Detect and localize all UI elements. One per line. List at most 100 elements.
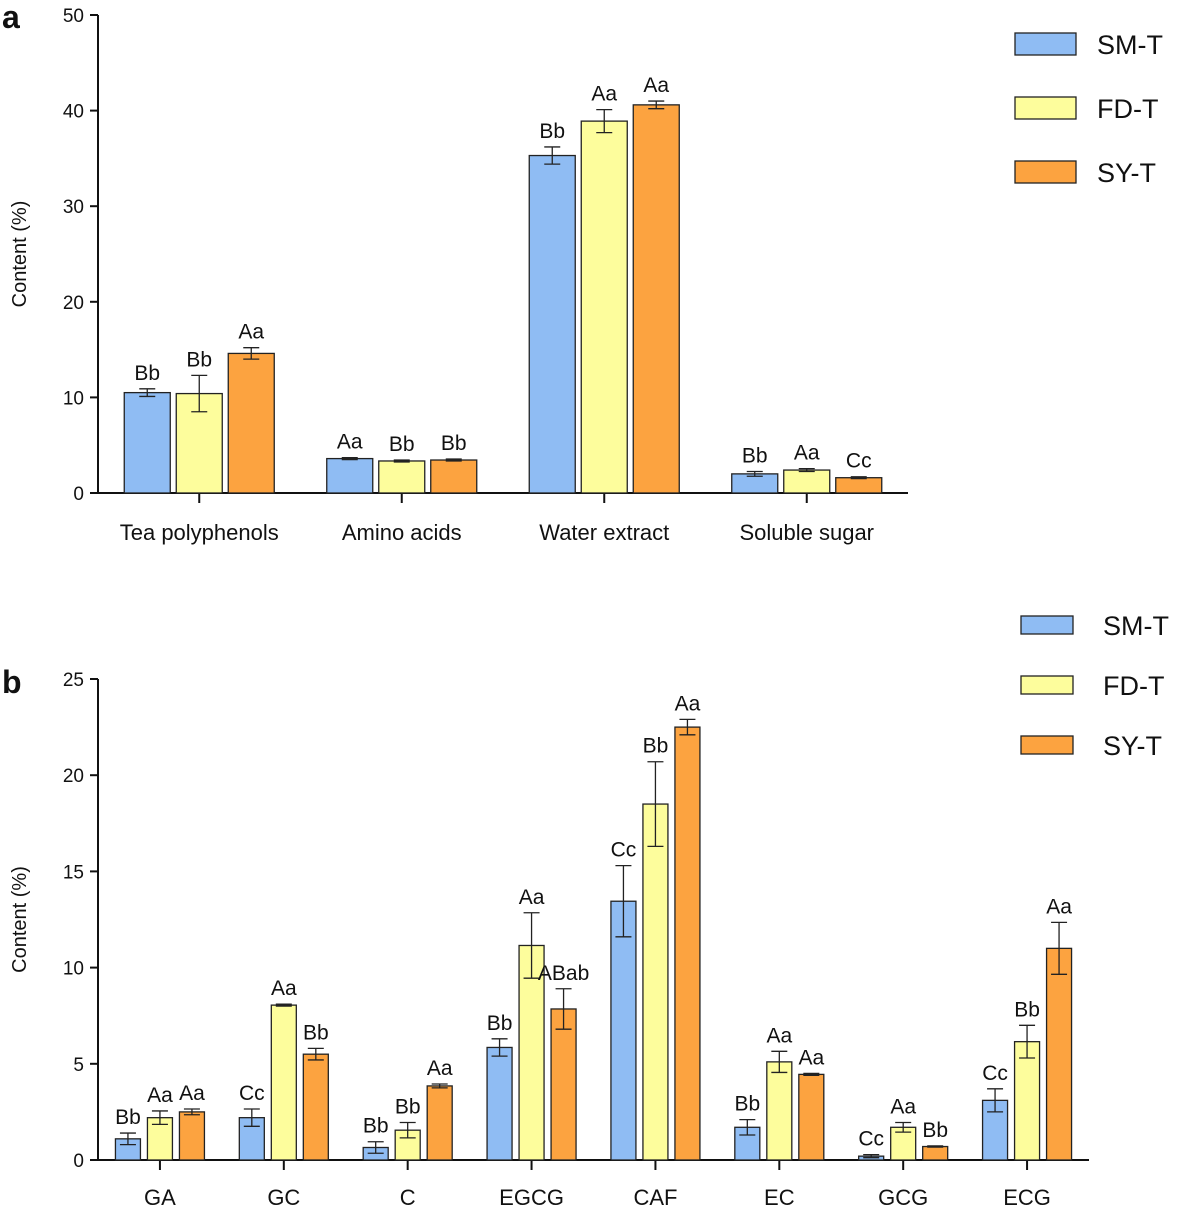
bar (734, 1126, 761, 1161)
significance-label: Bb (115, 1106, 141, 1129)
bar (528, 154, 576, 494)
panel-b: b 0 5 10 15 20 25 Content (%) GA Bb Aa Aa GC Cc Aa Bb C B… (2, 611, 1169, 1210)
bar (326, 457, 374, 494)
bar (550, 1008, 577, 1161)
x-tick-label: Tea polyphenols (120, 520, 279, 545)
significance-label: Aa (238, 321, 264, 344)
significance-label: Aa (179, 1082, 205, 1105)
significance-label: Bb (742, 444, 768, 467)
significance-label: Bb (395, 1095, 421, 1118)
significance-label: Bb (441, 432, 467, 455)
significance-label: Aa (147, 1084, 173, 1107)
bar (1013, 1041, 1041, 1161)
x-tick-label: EGCG (499, 1185, 564, 1210)
y-tick-label: 50 (63, 6, 84, 27)
significance-label: Bb (363, 1115, 389, 1138)
significance-label: ABab (538, 962, 589, 985)
bar (642, 803, 669, 1161)
bar (674, 726, 701, 1161)
y-tick-label: 0 (73, 1151, 84, 1172)
significance-label: Bb (487, 1012, 513, 1035)
significance-label: Aa (519, 886, 545, 909)
legend-label: SY-T (1097, 158, 1156, 188)
significance-label: Aa (271, 977, 297, 1000)
significance-label: Bb (643, 735, 669, 758)
x-tick-label: Amino acids (342, 520, 462, 545)
legend-label: SM-T (1103, 611, 1169, 641)
y-tick-label: 0 (73, 484, 84, 505)
bar (426, 1085, 453, 1161)
significance-label: Cc (611, 839, 637, 862)
bar (430, 459, 478, 494)
panel-letter-a: a (2, 0, 20, 35)
significance-label: Cc (239, 1082, 265, 1105)
significance-label: Cc (858, 1128, 884, 1151)
x-tick-label: EC (764, 1185, 795, 1210)
bar (610, 900, 637, 1161)
significance-label: Bb (134, 362, 160, 385)
x-tick-label: Soluble sugar (739, 520, 874, 545)
x-tick-label: Water extract (539, 520, 669, 545)
bar (1045, 947, 1073, 1161)
legend: SM-T FD-T SY-T (1020, 611, 1169, 761)
y-axis-title: Content (%) (9, 866, 31, 973)
bar (302, 1053, 329, 1161)
significance-label: Aa (337, 431, 363, 454)
y-tick-label: 5 (73, 1055, 84, 1076)
bar (518, 944, 545, 1161)
panel-a: a 0 10 20 30 40 50 Content (%) Tea polyphenols Bb… (2, 0, 1163, 545)
x-tick-label: ECG (1003, 1185, 1051, 1210)
significance-label: Bb (1014, 998, 1040, 1021)
significance-label: Aa (591, 83, 617, 106)
y-tick-label: 10 (63, 959, 84, 980)
significance-label: Bb (734, 1093, 760, 1116)
x-tick-label: GA (144, 1185, 176, 1210)
significance-label: Aa (427, 1057, 453, 1080)
significance-label: Aa (766, 1024, 792, 1047)
y-tick-label: 20 (63, 766, 84, 787)
bar (227, 352, 275, 494)
significance-label: Cc (982, 1062, 1008, 1085)
legend-label: SM-T (1097, 30, 1163, 60)
legend-swatch (1014, 96, 1077, 120)
bar (766, 1061, 793, 1161)
legend-label: FD-T (1097, 94, 1158, 124)
legend-swatch (1014, 160, 1077, 184)
x-tick-label: GCG (878, 1185, 928, 1210)
significance-label: Aa (675, 692, 701, 715)
y-axis-title: Content (%) (9, 201, 31, 308)
significance-label: Aa (794, 442, 820, 465)
significance-label: Bb (389, 433, 415, 456)
y-tick-label: 25 (63, 670, 84, 691)
y-tick-label: 20 (63, 293, 84, 314)
x-tick-label: GC (267, 1185, 300, 1210)
legend-swatch (1020, 615, 1074, 635)
significance-label: Bb (539, 120, 565, 143)
bar (783, 469, 831, 494)
bar (123, 391, 171, 494)
bar (178, 1111, 206, 1161)
significance-label: Cc (846, 450, 872, 473)
y-tick-label: 10 (63, 388, 84, 409)
bar (890, 1126, 917, 1161)
legend-label: SY-T (1103, 731, 1162, 761)
legend-swatch (1020, 735, 1074, 755)
significance-label: Aa (643, 74, 669, 97)
significance-label: Aa (890, 1095, 916, 1118)
legend: SM-T FD-T SY-T (1014, 30, 1163, 188)
bar (270, 1004, 297, 1161)
significance-label: Bb (922, 1119, 948, 1142)
x-tick-label: C (400, 1185, 416, 1210)
panel-letter-b: b (2, 664, 22, 700)
bar (632, 104, 680, 494)
y-tick-label: 15 (63, 862, 84, 883)
bar (486, 1046, 513, 1161)
bar (922, 1145, 949, 1161)
bar (835, 477, 883, 494)
legend-label: FD-T (1103, 671, 1164, 701)
bar (580, 120, 628, 494)
legend-swatch (1020, 675, 1074, 695)
legend-swatch (1014, 32, 1077, 56)
